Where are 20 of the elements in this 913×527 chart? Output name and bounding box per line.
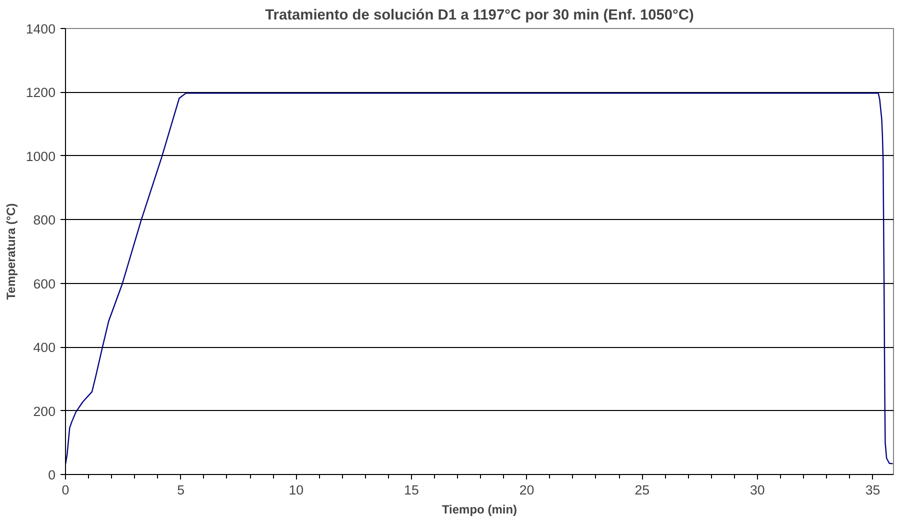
chart-title: Tratamiento de solución D1 a 1197°C por 30 min (Enf. 1050°C) [265,8,694,24]
x-tick-label: 30 [750,482,765,498]
x-tick-label: 0 [62,482,70,498]
y-tick-label: 1000 [26,148,56,164]
y-tick-label: 800 [33,212,56,228]
x-tick-label: 20 [519,482,534,498]
x-axis-title: Tiempo (min) [442,502,518,516]
x-tick-label: 35 [865,482,880,498]
y-tick-label: 0 [48,468,56,482]
x-tick-label: 25 [634,482,650,498]
y-tick-label: 1200 [26,85,56,100]
x-tick-label: 5 [177,482,185,498]
y-axis-title: Temperatura (°C) [4,203,18,300]
y-tick-label: 1400 [26,22,56,36]
x-tick-label: 15 [404,482,419,498]
y-tick-label: 600 [33,276,56,292]
x-tick-label: 10 [288,482,304,498]
line-series [66,92,894,465]
y-tick-label: 200 [33,404,56,419]
y-tick-label: 400 [33,340,56,356]
